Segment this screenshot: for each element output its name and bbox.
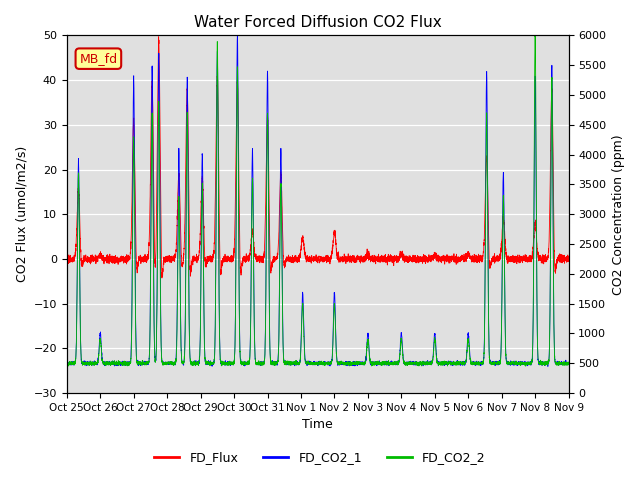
Legend: FD_Flux, FD_CO2_1, FD_CO2_2: FD_Flux, FD_CO2_1, FD_CO2_2	[149, 446, 491, 469]
Y-axis label: CO2 Flux (umol/m2/s): CO2 Flux (umol/m2/s)	[15, 146, 28, 282]
Text: MB_fd: MB_fd	[79, 52, 118, 65]
X-axis label: Time: Time	[302, 419, 333, 432]
Title: Water Forced Diffusion CO2 Flux: Water Forced Diffusion CO2 Flux	[194, 15, 442, 30]
Y-axis label: CO2 Concentration (ppm): CO2 Concentration (ppm)	[612, 134, 625, 295]
